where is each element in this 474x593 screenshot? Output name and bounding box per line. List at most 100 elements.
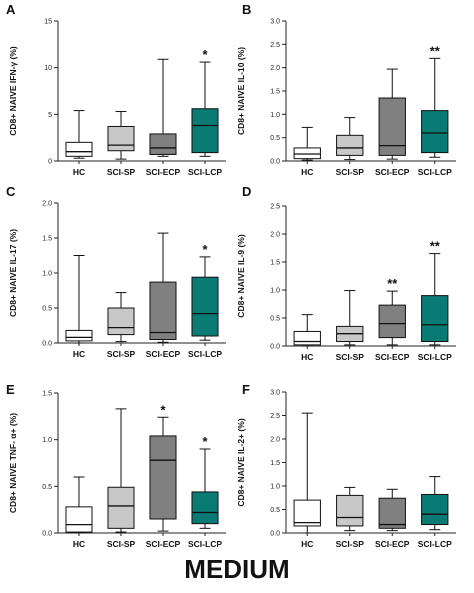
panel-letter: D — [242, 184, 251, 199]
box-sci-lcp: * — [191, 47, 219, 157]
y-tick-label: 1.0 — [42, 437, 52, 444]
y-tick-label: 2.0 — [270, 437, 280, 444]
x-tick-label: SCI-ECP — [146, 539, 181, 549]
y-tick-label: 0.0 — [270, 159, 280, 166]
y-tick-label: 1.0 — [270, 484, 280, 491]
iqr-box — [107, 307, 135, 336]
box-sci-sp — [107, 292, 135, 343]
x-tick-label: HC — [73, 349, 85, 359]
y-tick-label: 0.0 — [270, 344, 280, 351]
y-tick-label: 1.5 — [42, 236, 52, 243]
iqr-box — [421, 295, 449, 343]
significance-marker: ** — [387, 276, 398, 291]
box-sci-sp — [336, 117, 364, 161]
x-tick-label: SCI-SP — [107, 539, 136, 549]
significance-marker: ** — [430, 239, 441, 254]
box-hc — [65, 255, 93, 344]
y-tick-label: 1.5 — [42, 391, 52, 398]
panel-d: D CD8+ NAIVE IL-9 (%) 0.0 0.5 1.0 1.5 2.0 2.5 HC… — [236, 184, 456, 362]
iqr-box — [378, 304, 406, 339]
iqr-box — [378, 97, 406, 156]
box-sci-sp — [336, 290, 364, 346]
iqr-box — [421, 493, 449, 526]
y-axis-label: CD8+ NAIVE IL-2+ (%) — [236, 418, 246, 506]
x-tick-label: HC — [301, 539, 313, 549]
x-tick-label: SCI-LCP — [188, 539, 222, 549]
box-sci-lcp: * — [191, 434, 219, 529]
panel-letter: F — [242, 382, 250, 397]
y-axis-label: CD8+ NAIVE TNF- α+ (%) — [8, 413, 18, 513]
box-sci-ecp — [149, 58, 177, 157]
iqr-box — [107, 125, 135, 152]
iqr-box — [191, 491, 219, 525]
panel-c: C CD8+ NAIVE IL-17 (%) 0.0 0.5 1.0 1.5 2.0 HC SC… — [6, 184, 226, 359]
x-tick-label: SCI-SP — [107, 167, 136, 177]
panel-letter: A — [6, 2, 16, 17]
y-tick-label: 2.0 — [42, 201, 52, 208]
iqr-box — [293, 330, 321, 346]
box-sci-lcp: ** — [421, 239, 449, 346]
y-tick-label: 0.0 — [42, 341, 52, 348]
y-tick-label: 1.0 — [270, 112, 280, 119]
figure-condition-label: MEDIUM — [184, 554, 290, 584]
y-tick-label: 1.5 — [270, 260, 280, 267]
x-tick-label: SCI-LCP — [188, 167, 222, 177]
x-tick-label: SCI-ECP — [375, 539, 410, 549]
iqr-box — [149, 281, 177, 341]
box-sci-ecp — [149, 232, 177, 343]
y-tick-label: 0.0 — [42, 531, 52, 538]
box-hc — [65, 110, 93, 159]
box-sci-ecp — [378, 488, 406, 532]
iqr-box — [336, 494, 364, 527]
iqr-box — [191, 108, 219, 154]
iqr-box — [65, 141, 93, 157]
box-sci-ecp — [378, 68, 406, 160]
iqr-box — [293, 147, 321, 160]
box-hc — [293, 314, 321, 347]
x-tick-label: SCI-LCP — [418, 539, 452, 549]
y-tick-label: 0.5 — [270, 135, 280, 142]
y-tick-label: 2.0 — [270, 232, 280, 239]
iqr-box — [149, 435, 177, 520]
box-hc — [293, 126, 321, 161]
panel-letter: E — [6, 382, 15, 397]
y-tick-label: 1.0 — [270, 288, 280, 295]
box-sci-sp — [336, 486, 364, 532]
x-tick-label: SCI-ECP — [375, 167, 410, 177]
y-tick-label: 0.5 — [270, 316, 280, 323]
x-tick-label: SCI-LCP — [418, 167, 452, 177]
y-tick-label: 0 — [48, 159, 52, 166]
y-tick-label: 1.5 — [270, 89, 280, 96]
x-tick-label: SCI-SP — [336, 539, 365, 549]
x-tick-label: HC — [301, 352, 313, 362]
box-sci-lcp: ** — [421, 43, 449, 158]
box-hc — [293, 412, 321, 534]
y-axis-label: CD8+ NAIVE IFN-γ (%) — [8, 46, 18, 136]
y-axis-label: CD8+ NAIVE IL-10 (%) — [236, 47, 246, 135]
y-axis-label: CD8+ NAIVE IL-17 (%) — [8, 229, 18, 317]
y-tick-label: 0.5 — [42, 484, 52, 491]
panel-b: B CD8+ NAIVE IL-10 (%) 0.0 0.5 1.0 1.5 2.0 2.5 3… — [236, 2, 456, 177]
y-tick-label: 2.5 — [270, 413, 280, 420]
x-tick-label: SCI-SP — [107, 349, 136, 359]
significance-marker: * — [202, 47, 208, 62]
panel-f: F CD8+ NAIVE IL-2+ (%) 0.0 0.5 1.0 1.5 2.0 2.5 3… — [236, 382, 456, 549]
panel-letter: C — [6, 184, 16, 199]
box-sci-ecp: * — [149, 402, 177, 532]
x-tick-label: HC — [73, 539, 85, 549]
x-tick-label: SCI-SP — [336, 167, 365, 177]
x-tick-label: HC — [73, 167, 85, 177]
panel-a: A CD8+ NAIVE IFN-γ (%) 0 5 10 15 HC SCI-SP SCI-E… — [6, 2, 226, 177]
x-tick-label: HC — [301, 167, 313, 177]
y-tick-label: 2.5 — [270, 204, 280, 211]
y-tick-label: 0.5 — [42, 306, 52, 313]
panel-e: E CD8+ NAIVE TNF- α+ (%) 0.0 0.5 1.0 1.5 HC SCI… — [6, 382, 226, 549]
box-sci-sp — [107, 408, 135, 533]
iqr-box — [421, 110, 449, 154]
iqr-box — [191, 276, 219, 337]
box-sci-lcp — [421, 476, 449, 531]
iqr-box — [293, 499, 321, 527]
y-tick-label: 1.0 — [42, 271, 52, 278]
iqr-box — [65, 506, 93, 533]
x-tick-label: SCI-LCP — [418, 352, 452, 362]
